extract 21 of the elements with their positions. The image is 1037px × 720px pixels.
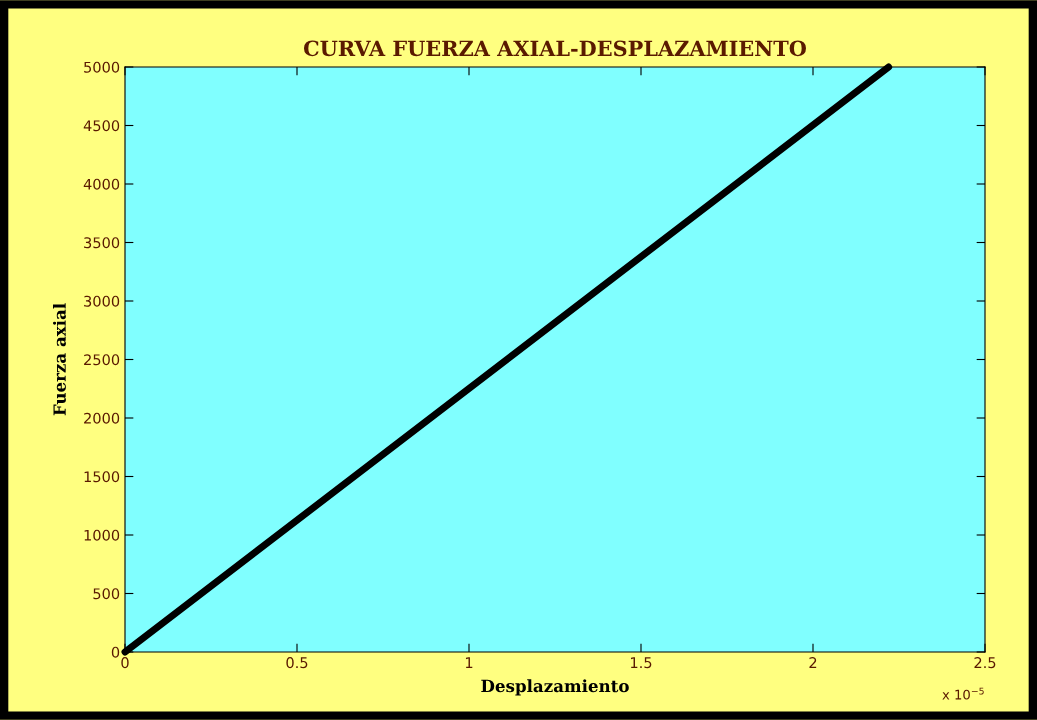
x-tick-label: 0 bbox=[121, 657, 129, 669]
y-tick-label: 4500 bbox=[83, 120, 120, 132]
y-tick-label: 3500 bbox=[84, 237, 120, 249]
x-axis-title: Desplazamiento bbox=[481, 679, 629, 696]
y-tick-label: 5000 bbox=[84, 61, 120, 73]
y-tick-label: 0 bbox=[111, 646, 120, 658]
y-tick-label: 2500 bbox=[84, 354, 120, 366]
y-axis-title: Fuerza axial bbox=[53, 303, 66, 416]
y-tick-label: 1000 bbox=[84, 529, 120, 541]
x-tick-label: 2.5 bbox=[974, 657, 996, 669]
x-tick-label: 1 bbox=[465, 657, 473, 668]
y-tick-label: 1500 bbox=[84, 471, 120, 483]
y-tick-label: 4000 bbox=[83, 178, 120, 190]
y-tick-label: 2000 bbox=[84, 412, 120, 424]
y-tick-label: 500 bbox=[93, 588, 120, 600]
x-tick-label: 0.5 bbox=[286, 657, 308, 669]
x-tick-label: 2 bbox=[809, 657, 817, 668]
text: x 10$^{−5}$ bbox=[942, 687, 984, 700]
x-tick-label: 1.5 bbox=[631, 657, 652, 669]
chart-title: CURVA FUERZA AXIAL-DESPLAZAMIENTO bbox=[303, 40, 806, 57]
y-tick-label: 3000 bbox=[84, 295, 120, 307]
